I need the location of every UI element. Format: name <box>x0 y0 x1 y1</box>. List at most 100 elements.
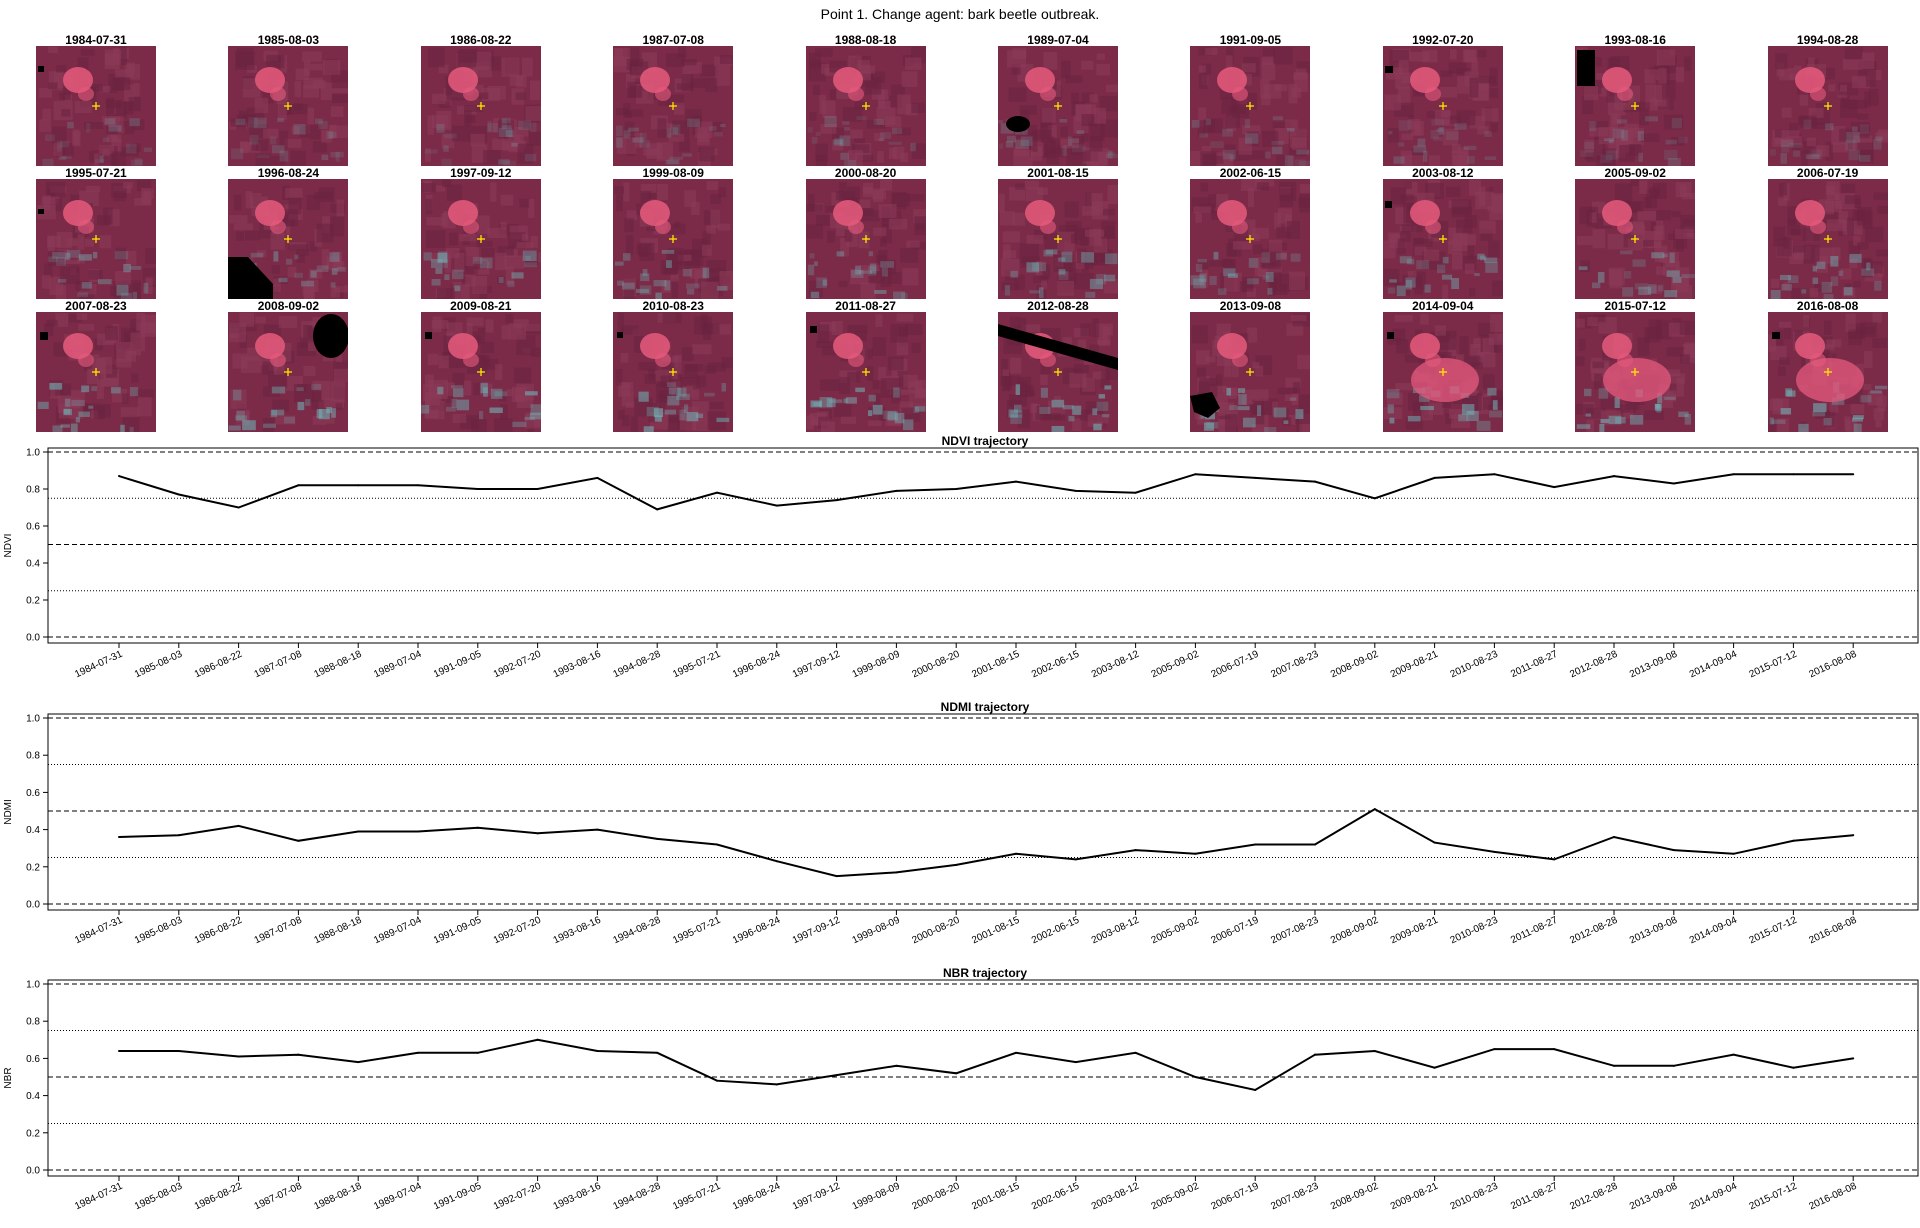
location-marker <box>1438 102 1447 110</box>
x-tick-label: 1986-08-22 <box>193 915 244 947</box>
thumbnail-tile: 1989-07-04 <box>998 33 1118 166</box>
x-tick-label: 2000-08-20 <box>910 1181 961 1213</box>
x-tick-label: 1989-07-04 <box>372 1181 423 1213</box>
y-tick-label: 0.6 <box>26 522 40 533</box>
x-tick-label: 1993-08-16 <box>552 915 603 947</box>
x-tick-label: 2012-08-28 <box>1568 915 1619 947</box>
data-point <box>1672 1064 1675 1067</box>
x-tick-label: 2001-08-15 <box>970 1181 1021 1213</box>
satellite-image <box>1190 312 1311 432</box>
x-tick-label: 2003-08-12 <box>1090 649 1141 681</box>
x-tick-label: 2009-08-21 <box>1389 915 1440 947</box>
thumbnail-tile: 1992-07-20 <box>1382 33 1503 166</box>
data-point <box>237 1055 240 1058</box>
data-point <box>1015 480 1017 483</box>
x-tick-label: 1992-07-20 <box>492 915 543 947</box>
satellite-image <box>1575 179 1696 299</box>
x-tick-label: 2016-08-08 <box>1807 649 1858 681</box>
data-point <box>955 488 958 490</box>
thumbnail-tile: 1996-08-24 <box>228 166 349 299</box>
thumbnail-tile: 2008-09-02 <box>228 299 349 432</box>
thumbnail-tile: 1984-07-31 <box>36 33 156 166</box>
data-point <box>1672 849 1675 852</box>
thumbnail-date: 1991-09-05 <box>1219 33 1282 47</box>
y-tick-label: 0.4 <box>26 559 40 570</box>
series-line <box>118 473 1854 511</box>
satellite-image <box>1190 46 1311 166</box>
x-tick-label: 1992-07-20 <box>492 649 543 681</box>
data-point <box>357 830 360 833</box>
data-point <box>476 1051 479 1054</box>
y-tick-label: 1.0 <box>26 980 40 991</box>
x-tick-label: 1984-07-31 <box>73 915 124 947</box>
x-tick-label: 2016-08-08 <box>1807 1181 1858 1213</box>
data-point <box>1254 843 1257 846</box>
thumbnail-tile: 2001-08-15 <box>998 166 1118 299</box>
satellite-image <box>1190 179 1311 299</box>
data-point <box>596 476 599 479</box>
data-point <box>1553 1048 1556 1051</box>
data-point <box>476 488 479 490</box>
thumbnail-tile: 2006-07-19 <box>1767 166 1888 299</box>
data-point <box>1314 1053 1316 1056</box>
y-tick-label: 0.4 <box>26 1091 40 1102</box>
location-marker <box>861 235 870 243</box>
y-tick-label: 0.8 <box>26 751 40 762</box>
thumbnail-tile: 2010-08-23 <box>613 299 734 432</box>
data-point <box>1792 839 1795 842</box>
y-tick-label: 0.0 <box>26 900 40 911</box>
data-point <box>955 863 958 866</box>
data-point <box>237 506 240 509</box>
x-tick-label: 2006-07-19 <box>1209 649 1260 681</box>
x-tick-label: 1987-07-08 <box>253 915 304 947</box>
data-point <box>1553 486 1556 489</box>
x-tick-label: 2011-08-27 <box>1509 649 1560 680</box>
data-point <box>1493 1048 1496 1051</box>
location-marker <box>1246 235 1255 243</box>
data-point <box>1613 475 1615 478</box>
x-tick-label: 2007-08-23 <box>1269 649 1320 681</box>
thumbnail-tile: 2014-09-04 <box>1382 299 1503 432</box>
x-tick-label: 2011-08-27 <box>1509 1181 1560 1212</box>
data-point <box>835 499 838 502</box>
x-tick-label: 1987-07-08 <box>253 1181 304 1213</box>
x-tick-label: 2014-09-04 <box>1688 915 1739 947</box>
thumbnail-tile: 2009-08-21 <box>420 299 541 432</box>
x-tick-label: 1988-08-18 <box>312 1181 363 1213</box>
satellite-image <box>1382 46 1503 166</box>
x-tick-label: 1987-07-08 <box>253 649 304 681</box>
data-point <box>1792 473 1795 476</box>
x-tick-label: 2012-08-28 <box>1568 649 1619 681</box>
x-tick-label: 1985-08-03 <box>133 915 184 947</box>
data-point <box>716 1079 718 1082</box>
data-point <box>1373 1049 1376 1052</box>
x-tick-label: 2012-08-28 <box>1568 1181 1619 1213</box>
x-tick-label: 2001-08-15 <box>970 915 1021 947</box>
satellite-image <box>613 179 734 299</box>
x-tick-label: 2008-09-02 <box>1329 915 1380 947</box>
figure-title: Point 1. Change agent: bark beetle outbr… <box>820 6 1100 22</box>
y-tick-label: 0.0 <box>26 633 40 644</box>
x-tick-label: 2008-09-02 <box>1329 1181 1380 1213</box>
data-point <box>596 828 599 831</box>
data-point <box>895 1064 898 1067</box>
x-tick-label: 1988-08-18 <box>312 915 363 947</box>
satellite-image <box>1767 179 1888 299</box>
satellite-image <box>805 46 926 166</box>
data-point <box>1373 808 1376 811</box>
thumbnail-date: 2007-08-23 <box>65 299 127 313</box>
thumbnail-date: 2000-08-20 <box>834 166 897 180</box>
location-marker <box>1054 102 1062 110</box>
data-point <box>656 1051 659 1054</box>
satellite-image <box>998 46 1118 166</box>
x-tick-label: 1993-08-16 <box>552 1181 603 1213</box>
x-tick-label: 1996-08-24 <box>731 1181 782 1213</box>
y-tick-label: 0.6 <box>26 788 40 799</box>
data-point <box>716 843 718 846</box>
location-marker <box>1631 102 1640 110</box>
data-point <box>835 1074 838 1077</box>
x-tick-label: 1994-08-28 <box>611 1181 662 1213</box>
chart-nbr: NBR trajectory NBR 0.0 0.2 0.4 0.6 0.8 1.0 1984-… <box>3 966 1919 1213</box>
thumbnail-tile: 2000-08-20 <box>805 166 926 299</box>
thumbnail-tile: 2007-08-23 <box>36 299 156 432</box>
